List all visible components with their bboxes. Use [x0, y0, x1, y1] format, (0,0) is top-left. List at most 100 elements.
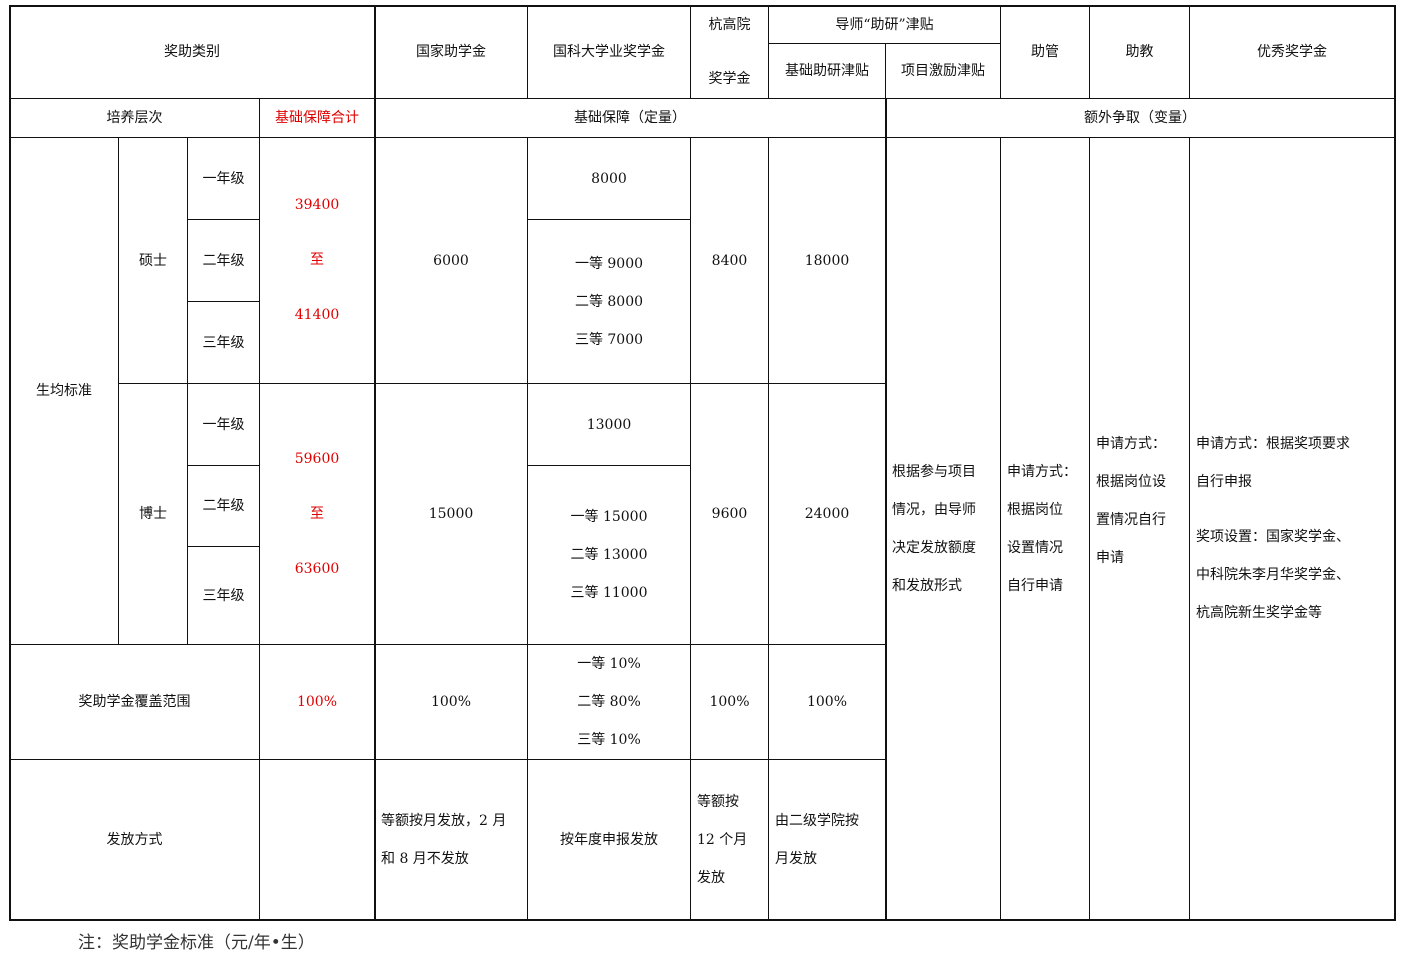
cell-text: 培养层次	[106, 110, 163, 126]
cell-text: 杭高院	[708, 17, 751, 33]
cell-text: 6000	[433, 252, 469, 269]
cell-text: 助教	[1125, 44, 1154, 60]
cell-text: 9600	[711, 506, 748, 522]
coverage-total: 100%	[259, 644, 375, 760]
coverage-national: 100%	[374, 644, 528, 760]
cell-text: 二等 8000	[574, 293, 644, 310]
cell-text: 18000	[804, 252, 850, 269]
cell-text: 奖助学金覆盖范围	[78, 694, 191, 710]
cell-text: 和 8 月不发放	[381, 850, 469, 867]
master-grade-1: 一年级	[187, 137, 260, 220]
phd-label: 博士	[118, 383, 188, 645]
master-national: 6000	[374, 137, 528, 384]
cell-text: 申请方式：根据奖项要求	[1196, 436, 1350, 452]
cell-text: 置情况自行	[1096, 511, 1166, 528]
coverage-basic-allowance: 100%	[768, 644, 886, 760]
cell-text: 根据参与项目	[892, 463, 976, 480]
cell-text: 根据岗位	[1007, 501, 1063, 518]
cell-text: 100%	[296, 694, 338, 710]
cell-text: 二年级	[202, 498, 245, 514]
cell-text: 设置情况	[1007, 539, 1063, 556]
cell-text: 发放	[697, 869, 725, 886]
cell-text: 二等 80%	[577, 694, 641, 710]
master-ucas-tiers: 一等 9000 二等 8000 三等 7000	[527, 219, 691, 384]
cell-text: 情况，由导师	[892, 501, 976, 518]
cell-text: 奖助类别	[164, 44, 220, 60]
header-national-grant: 国家助学金	[374, 5, 528, 99]
master-grade-3: 三年级	[187, 301, 260, 384]
cell-text: 一等 15000	[570, 509, 648, 525]
cell-text: 三等 7000	[574, 331, 644, 348]
header-basic-total: 基础保障合计	[259, 98, 375, 138]
cell-text: 100%	[709, 694, 750, 710]
teaching-assistant-desc: 申请方式： 根据岗位设 置情况自行 申请	[1089, 137, 1190, 920]
cell-text: 硕士	[139, 252, 167, 269]
cell-text: 13000	[586, 416, 632, 433]
coverage-hias: 100%	[690, 644, 769, 760]
cell-text: 杭高院新生奖学金等	[1196, 605, 1322, 621]
header-teaching-assistant: 助教	[1089, 5, 1190, 99]
phd-hias: 9600	[690, 383, 769, 645]
cell-text: 59600	[294, 450, 340, 467]
cell-text: 中科院朱李月华奖学金、	[1196, 567, 1350, 583]
cell-text: 根据岗位设	[1096, 473, 1166, 490]
cell-text: 等额按	[697, 793, 739, 810]
phd-total: 59600 至 63600	[259, 383, 375, 645]
cell-text: 三年级	[202, 334, 245, 351]
cell-text: 由二级学院按	[775, 812, 859, 829]
phd-grade-1: 一年级	[187, 383, 260, 466]
cell-text: 国家助学金	[416, 44, 486, 60]
cell-text: 申请	[1096, 549, 1124, 566]
cell-text: 申请方式：	[1007, 463, 1077, 480]
divider	[374, 6, 376, 921]
cell-text: 生均标准	[36, 383, 92, 399]
phd-grade-3: 三年级	[187, 546, 260, 645]
assistant-mgmt-desc: 申请方式： 根据岗位设置情况自行申请	[1000, 137, 1090, 920]
phd-ucas-tiers: 一等 15000 二等 13000 三等 11000	[527, 465, 691, 645]
header-project-allowance: 项目激励津贴	[885, 43, 1001, 99]
cell-text: 41400	[294, 307, 340, 323]
master-ucas-first-year: 8000	[527, 137, 691, 220]
cell-text: 额外争取（变量）	[1084, 110, 1196, 126]
cell-text: 三等 10%	[577, 732, 641, 748]
header-excellence-scholarship: 优秀奖学金	[1189, 5, 1395, 99]
cell-text: 至	[310, 505, 324, 522]
cell-text: 项目激励津贴	[901, 63, 985, 79]
cell-text: 自行申报	[1196, 474, 1252, 490]
payment-national: 等额按月发放，2 月和 8 月不发放	[374, 759, 528, 920]
header-ucas-scholarship: 国科大学业奖学金	[527, 5, 691, 99]
master-total: 39400 至 41400	[259, 137, 375, 384]
master-basic-allowance: 18000	[768, 137, 886, 384]
cell-text: 三年级	[202, 587, 245, 604]
cell-text: 一等 10%	[577, 656, 641, 672]
cell-text: 自行申请	[1007, 577, 1063, 594]
cell-text: 国科大学业奖学金	[553, 44, 665, 60]
master-label: 硕士	[118, 137, 188, 384]
cell-text: 100%	[430, 694, 472, 710]
phd-national: 15000	[374, 383, 528, 645]
cell-text: 奖学金	[708, 71, 751, 87]
header-level: 培养层次	[9, 98, 260, 138]
cell-text: 助管	[1031, 44, 1059, 60]
cell-text: 100%	[806, 694, 848, 710]
payment-ucas: 按年度申报发放	[527, 759, 691, 920]
payment-hias: 等额按 12 个月 发放	[690, 759, 769, 920]
phd-ucas-first-year: 13000	[527, 383, 691, 466]
cell-text: 39400	[294, 197, 340, 213]
footnote: 注：奖助学金标准（元/年•生）	[78, 933, 315, 953]
cell-text: 按年度申报发放	[560, 831, 658, 848]
cell-text: 8000	[591, 170, 627, 187]
divider	[885, 99, 887, 921]
header-supervisor-allowance: 导师“助研”津贴	[768, 5, 1001, 44]
master-hias: 8400	[690, 137, 769, 384]
header-extra-variable: 额外争取（变量）	[885, 98, 1395, 138]
cell-text: 导师“助研”津贴	[835, 16, 934, 33]
cell-text: 决定发放额度	[892, 539, 976, 556]
cell-text: 优秀奖学金	[1257, 44, 1327, 60]
cell-text: 至	[310, 252, 324, 268]
payment-total-empty	[259, 759, 375, 920]
cell-text: 博士	[139, 506, 167, 522]
per-student-label: 生均标准	[9, 137, 119, 645]
header-basic-allowance: 基础助研津贴	[768, 43, 886, 99]
